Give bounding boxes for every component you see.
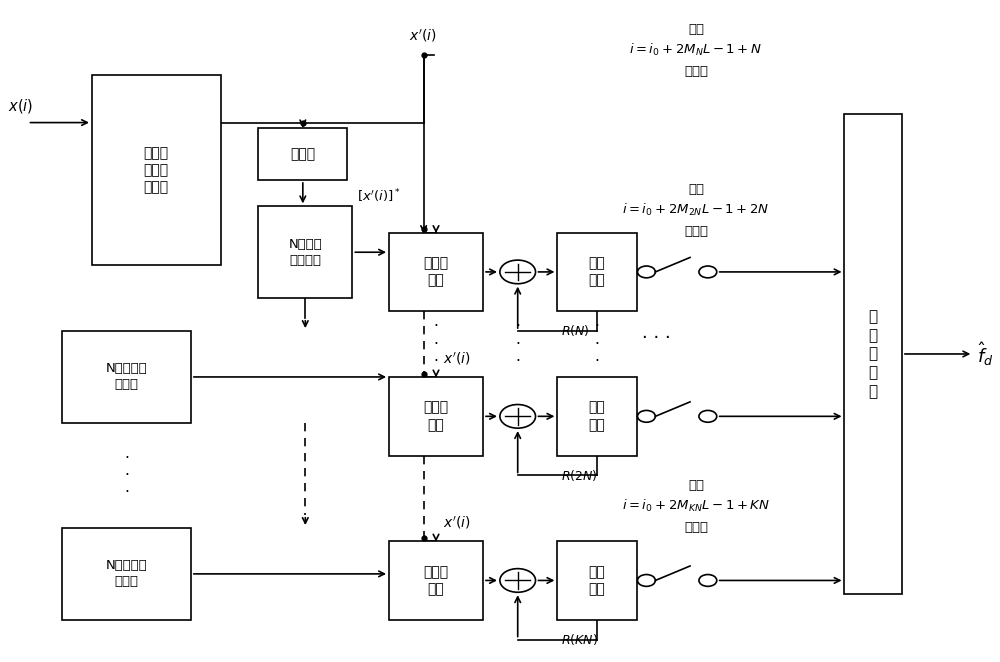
Bar [258,128,347,180]
Text: $x'(i)$: $x'(i)$ [443,350,471,367]
Bar [557,377,637,455]
Text: $x'(i)$: $x'(i)$ [443,514,471,531]
Circle shape [699,575,717,587]
Text: ·
·
·: · · · [124,451,129,500]
Text: $i=i_0+2M_NL-1+N$: $i=i_0+2M_NL-1+N$ [629,42,763,58]
Text: 仅在: 仅在 [688,23,704,36]
Text: $x(i)$: $x(i)$ [8,97,33,115]
Bar [389,232,483,311]
Bar [389,541,483,620]
Bar [62,331,191,423]
Bar [258,207,352,298]
Text: N阶串行复
寄存器: N阶串行复 寄存器 [106,363,147,391]
Text: 复数乘
法器: 复数乘 法器 [423,256,449,287]
Text: 频
率
估
计
器: 频 率 估 计 器 [869,309,878,399]
Text: 复寄
存器: 复寄 存器 [589,565,605,596]
Text: ·
·
·: · · · [594,319,599,369]
Text: 复寄
存器: 复寄 存器 [589,256,605,287]
Bar [389,377,483,455]
Text: 点采样: 点采样 [684,224,708,238]
Bar [62,528,191,620]
Text: · · ·: · · · [642,328,671,347]
Circle shape [638,575,655,587]
Circle shape [699,266,717,278]
Text: 点采样: 点采样 [684,65,708,77]
Circle shape [638,410,655,422]
Text: 点采样: 点采样 [684,521,708,534]
Text: $R(2N)$: $R(2N)$ [561,467,598,483]
Bar [557,232,637,311]
Text: 复数乘
法器: 复数乘 法器 [423,401,449,432]
Circle shape [638,266,655,278]
Bar [844,115,902,594]
Text: 复数乘
法器: 复数乘 法器 [423,565,449,596]
Text: 仅在: 仅在 [688,479,704,492]
Text: $\hat{f}_d$: $\hat{f}_d$ [977,340,994,368]
Text: ·
·
·: · · · [515,319,520,369]
Text: $x'(i)$: $x'(i)$ [409,28,437,44]
Bar [557,541,637,620]
Text: N阶串行
复寄存器: N阶串行 复寄存器 [288,238,322,267]
Text: 复寄
存器: 复寄 存器 [589,401,605,432]
Text: $R(KN)$: $R(KN)$ [561,632,598,647]
Text: $[x'(i)]^*$: $[x'(i)]^*$ [357,187,401,205]
Text: N阶串行复
寄存器: N阶串行复 寄存器 [106,559,147,589]
Text: $i=i_0+2M_{KN}L-1+KN$: $i=i_0+2M_{KN}L-1+KN$ [622,498,770,514]
Bar [92,75,221,265]
Text: 无限响
应低通
滤波器: 无限响 应低通 滤波器 [144,146,169,195]
Text: ·
·
·: · · · [434,319,438,369]
Circle shape [699,410,717,422]
Text: 复共轭: 复共轭 [290,147,315,161]
Text: $R(N)$: $R(N)$ [561,323,590,338]
Text: $i=i_0+2M_{2N}L-1+2N$: $i=i_0+2M_{2N}L-1+2N$ [622,202,770,218]
Text: 仅在: 仅在 [688,183,704,196]
